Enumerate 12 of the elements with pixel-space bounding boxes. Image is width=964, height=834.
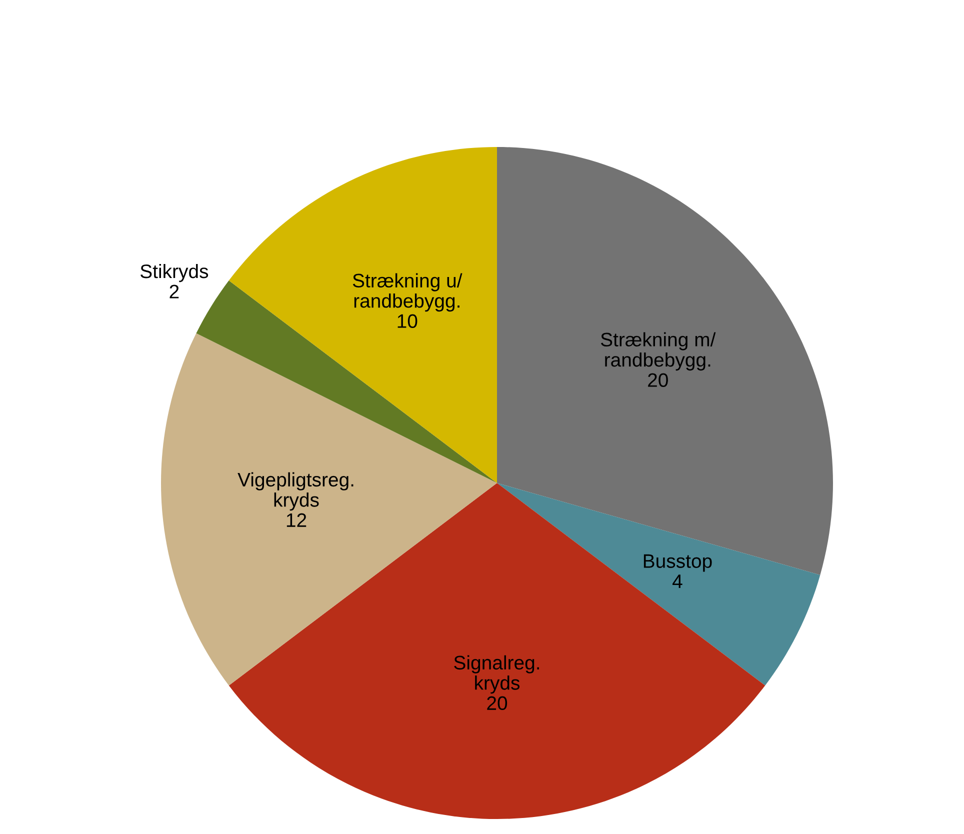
data-label: 2 bbox=[170, 284, 179, 298]
slice-label: Signalreg. kryds bbox=[454, 655, 540, 694]
slice-label: Busstop bbox=[644, 554, 712, 572]
slice-label: Vigepligtsreg. kryds bbox=[238, 472, 354, 511]
data-label: 10 bbox=[398, 314, 418, 328]
data-label: 4 bbox=[672, 574, 682, 588]
slice-label: Strækning m/ randbebygg. bbox=[600, 332, 716, 371]
slice-label: Strækning u/ randbebygg. bbox=[352, 273, 462, 312]
data-label: 20 bbox=[648, 373, 668, 387]
slice-label: Stikryds bbox=[140, 264, 208, 282]
data-label: 20 bbox=[487, 696, 508, 710]
data-label: 12 bbox=[286, 513, 306, 527]
